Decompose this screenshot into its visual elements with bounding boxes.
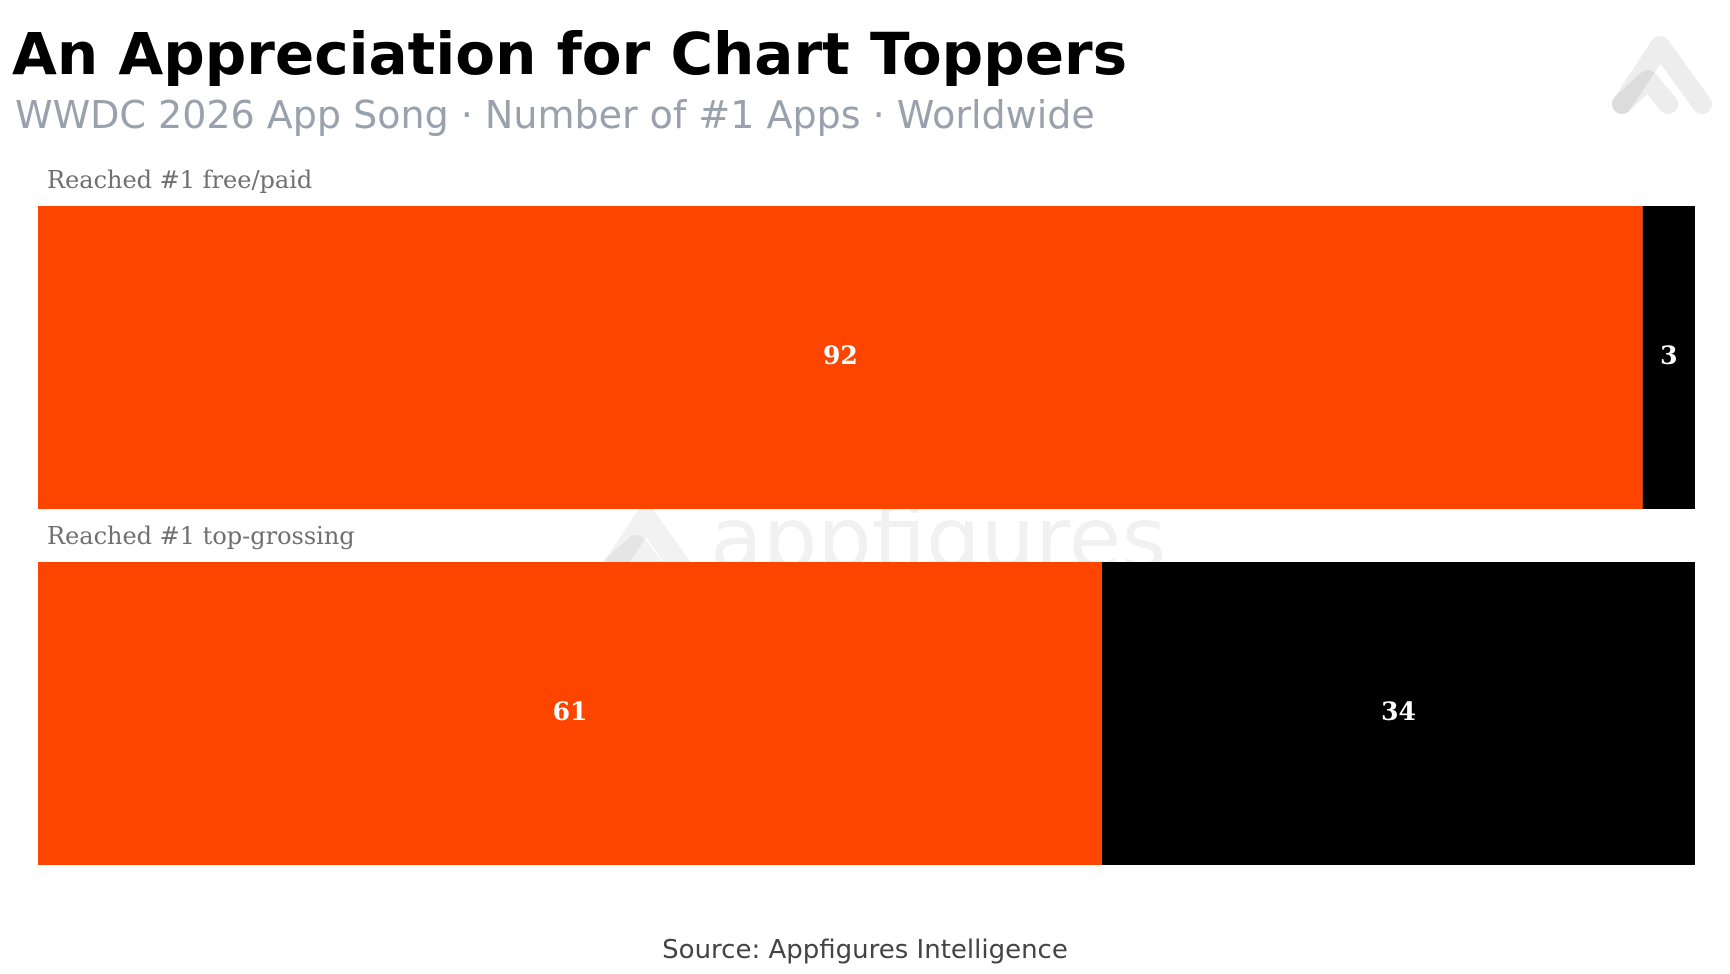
bar-segment xyxy=(1642,206,1695,509)
source: Source: Appfigures Intelligence xyxy=(662,935,1068,965)
bar-segment xyxy=(38,206,1643,509)
bar-segment xyxy=(38,562,1102,865)
bar-segment xyxy=(1101,562,1695,865)
data-label: 92 xyxy=(823,341,858,370)
category-label: Reached #1 free/paid xyxy=(47,166,312,194)
category-label: Reached #1 top-grossing xyxy=(47,522,355,550)
chart-subtitle: WWDC 2026 App Song · Number of #1 Apps ·… xyxy=(15,93,1095,137)
chart-title: An Appreciation for Chart Toppers xyxy=(12,20,1127,88)
logo xyxy=(1612,36,1712,114)
data-label: 61 xyxy=(553,697,588,726)
watermark-logo xyxy=(603,507,691,577)
data-label: 3 xyxy=(1660,341,1677,370)
data-label: 34 xyxy=(1381,697,1416,726)
